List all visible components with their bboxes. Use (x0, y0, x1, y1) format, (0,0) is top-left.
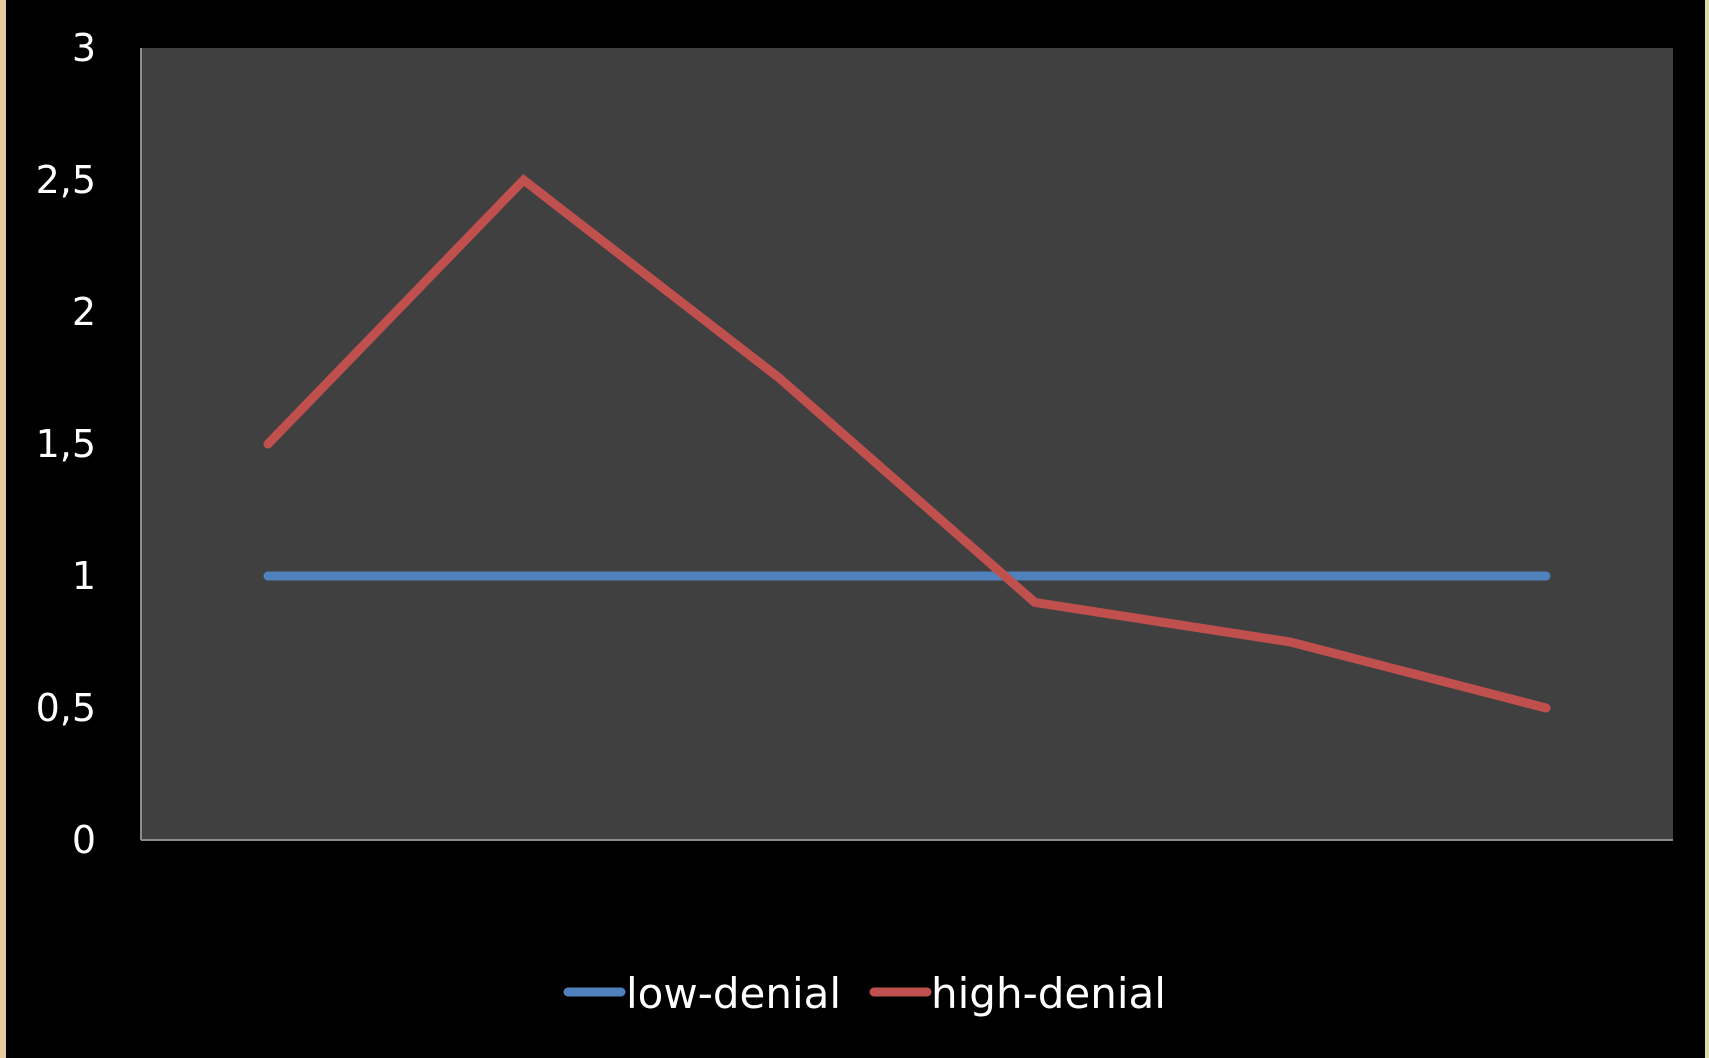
plot-area (141, 48, 1673, 840)
y-tick-label: 2,5 (36, 158, 96, 202)
y-axis: 0 0,5 1 1,5 2 2,5 3 (36, 26, 142, 862)
y-tick-label: 1 (72, 554, 96, 598)
y-tick-label: 0,5 (36, 686, 96, 730)
legend: low-denial high-denial (563, 969, 1166, 1018)
legend-label-low-denial: low-denial (626, 969, 841, 1018)
y-tick-label: 2 (72, 290, 96, 334)
y-tick-label: 3 (72, 26, 96, 70)
y-tick-label: 1,5 (36, 422, 96, 466)
y-tick-label: 0 (72, 818, 96, 862)
series-layer (263, 173, 1551, 713)
series-line-high-denial (263, 173, 1551, 713)
legend-label-high-denial: high-denial (931, 969, 1166, 1018)
